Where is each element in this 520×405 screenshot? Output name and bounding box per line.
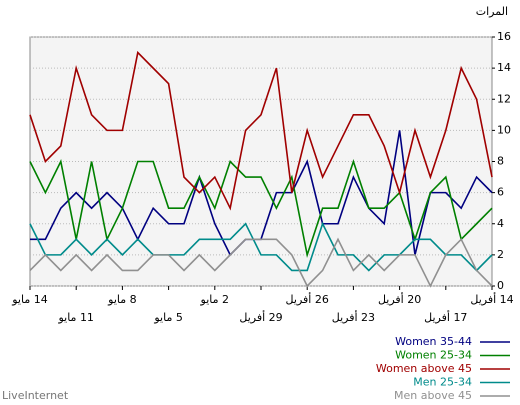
x-tick-label: 8 مايو: [107, 293, 136, 306]
y-tick-label: 14: [497, 61, 511, 74]
legend-label: Women 35-44: [395, 335, 472, 348]
y-tick-label: 6: [497, 186, 504, 199]
y-tick-label: 10: [497, 123, 511, 136]
legend-label: Women above 45: [376, 362, 472, 375]
legend-label: Men 25-34: [413, 376, 472, 389]
x-tick-label: 17 أفريل: [424, 310, 467, 324]
y-tick-label: 4: [497, 217, 504, 230]
x-tick-label: 20 أفريل: [378, 292, 421, 306]
x-tick-label: 14 أفريل: [470, 292, 513, 306]
legend-label: Women 25-34: [395, 349, 472, 362]
y-tick-label: 2: [497, 248, 504, 261]
y-tick-label: 12: [497, 92, 511, 105]
series-line: [29, 50, 493, 211]
x-tick-label: 5 مايو: [153, 311, 182, 324]
y-axis-title: المرات: [476, 5, 508, 18]
x-tick-label: 2 مايو: [200, 293, 229, 306]
y-tick-label: 16: [497, 30, 511, 43]
x-tick-label: 26 أفريل: [286, 292, 329, 306]
series-line: [29, 221, 493, 272]
x-tick-label: 11 مايو: [57, 311, 93, 324]
y-tick-label: 8: [497, 155, 504, 168]
y-tick-label: 0: [497, 279, 504, 292]
x-tick-label: 29 أفريل: [239, 310, 282, 324]
legend-label: Men above 45: [394, 389, 472, 402]
x-tick-label: 14 مايو: [11, 293, 47, 306]
source-label: LiveInternet: [2, 389, 69, 402]
series-line: [29, 237, 493, 288]
x-tick-label: 23 أفريل: [332, 310, 375, 324]
